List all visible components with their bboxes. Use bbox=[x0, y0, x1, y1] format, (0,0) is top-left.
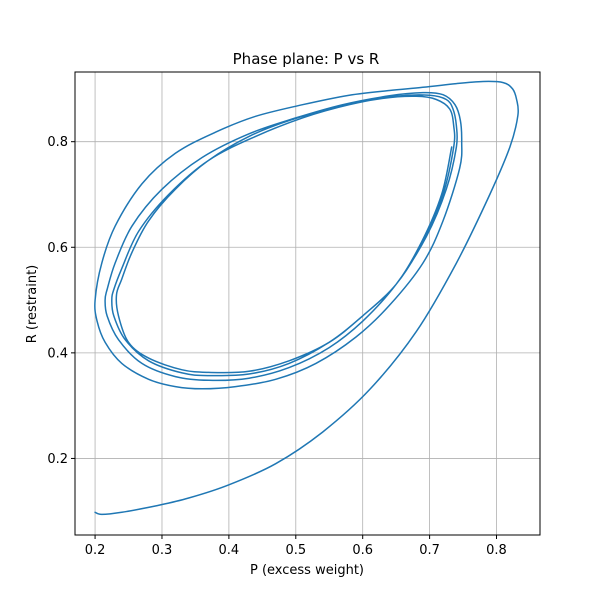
x-axis-ticks: 0.2 0.3 0.4 0.5 0.6 0.7 0.8 bbox=[85, 535, 507, 558]
x-tick-label: 0.3 bbox=[152, 543, 173, 558]
grid-lines bbox=[75, 72, 540, 535]
chart-title: Phase plane: P vs R bbox=[233, 50, 380, 68]
x-tick-label: 0.4 bbox=[219, 543, 240, 558]
x-tick-label: 0.7 bbox=[419, 543, 440, 558]
y-tick-label: 0.8 bbox=[47, 135, 68, 150]
x-axis-label: P (excess weight) bbox=[250, 563, 364, 578]
y-tick-label: 0.4 bbox=[47, 346, 68, 361]
x-tick-label: 0.6 bbox=[352, 543, 373, 558]
x-tick-label: 0.5 bbox=[285, 543, 306, 558]
series-trajectory-line bbox=[94, 80, 520, 516]
x-tick-label: 0.2 bbox=[85, 543, 106, 558]
y-axis-label: R (restraint) bbox=[25, 265, 40, 344]
x-tick-label: 0.8 bbox=[486, 543, 507, 558]
y-tick-label: 0.2 bbox=[47, 452, 68, 467]
y-tick-label: 0.6 bbox=[47, 241, 68, 256]
y-axis-ticks: 0.2 0.4 0.6 0.8 bbox=[47, 135, 75, 467]
plot-frame bbox=[74, 71, 541, 536]
